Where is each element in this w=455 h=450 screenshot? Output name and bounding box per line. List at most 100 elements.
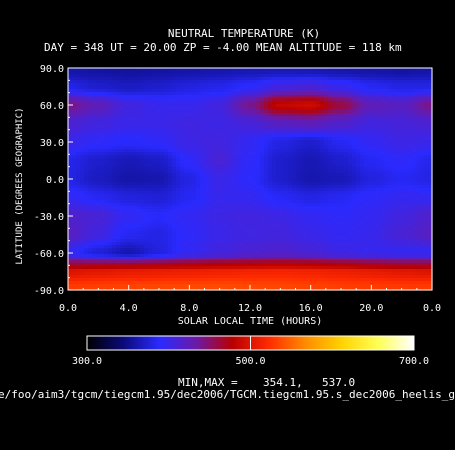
heatmap-cell <box>384 203 389 207</box>
heatmap-cell <box>324 89 329 93</box>
heatmap-cell <box>304 107 309 111</box>
heatmap-cell <box>116 107 121 111</box>
heatmap-cell <box>152 86 157 90</box>
heatmap-cell <box>296 86 301 90</box>
heatmap-cell <box>192 137 197 141</box>
heatmap-cell <box>272 74 277 78</box>
heatmap-cell <box>128 206 133 210</box>
heatmap-cell <box>196 110 201 114</box>
heatmap-cell <box>68 191 73 195</box>
heatmap-cell <box>320 86 325 90</box>
heatmap-cell <box>176 131 181 135</box>
heatmap-cell <box>208 107 213 111</box>
heatmap-cell <box>212 71 217 75</box>
heatmap-cell <box>268 209 273 213</box>
heatmap-cell <box>244 86 249 90</box>
heatmap-cell <box>328 218 333 222</box>
heatmap-cell <box>408 170 413 174</box>
heatmap-cell <box>384 158 389 162</box>
heatmap-cell <box>304 230 309 234</box>
heatmap-cell <box>256 191 261 195</box>
heatmap-cell <box>104 221 109 225</box>
heatmap-cell <box>200 230 205 234</box>
heatmap-cell <box>80 224 85 228</box>
heatmap-cell <box>92 206 97 210</box>
heatmap-cell <box>300 110 305 114</box>
heatmap-cell <box>164 83 169 87</box>
heatmap-cell <box>68 83 73 87</box>
heatmap-cell <box>200 83 205 87</box>
heatmap-cell <box>144 227 149 231</box>
heatmap-cell <box>400 77 405 81</box>
heatmap-cell <box>252 179 257 183</box>
heatmap-cell <box>240 92 245 96</box>
heatmap-cell <box>104 230 109 234</box>
heatmap-cell <box>204 197 209 201</box>
heatmap-cell <box>260 194 265 198</box>
heatmap-cell <box>296 182 301 186</box>
heatmap-cell <box>412 137 417 141</box>
heatmap-cell <box>412 104 417 108</box>
heatmap-cell <box>248 113 253 117</box>
heatmap-cell <box>376 137 381 141</box>
heatmap-cell <box>76 218 81 222</box>
heatmap-cell <box>176 167 181 171</box>
heatmap-cell <box>156 92 161 96</box>
heatmap-cell <box>396 104 401 108</box>
heatmap-cell <box>256 77 261 81</box>
heatmap-cell <box>280 173 285 177</box>
heatmap-cell <box>340 98 345 102</box>
heatmap-cell <box>304 185 309 189</box>
heatmap-cell <box>388 110 393 114</box>
heatmap-cell <box>416 137 421 141</box>
heatmap-cell <box>172 203 177 207</box>
heatmap-cell <box>132 119 137 123</box>
heatmap-cell <box>240 140 245 144</box>
heatmap-cell <box>248 86 253 90</box>
heatmap-cell <box>416 158 421 162</box>
heatmap-cell <box>276 152 281 156</box>
heatmap-cell <box>284 77 289 81</box>
heatmap-cell <box>268 227 273 231</box>
heatmap-cell <box>112 164 117 168</box>
heatmap-cell <box>176 209 181 213</box>
heatmap-cell <box>212 68 217 72</box>
heatmap-cell <box>252 200 257 204</box>
heatmap-cell <box>356 77 361 81</box>
heatmap-cell <box>384 230 389 234</box>
heatmap-cell <box>196 101 201 105</box>
heatmap-cell <box>412 167 417 171</box>
heatmap-cell <box>200 104 205 108</box>
heatmap-cell <box>168 68 173 72</box>
heatmap-cell <box>420 80 425 84</box>
heatmap-cell <box>208 152 213 156</box>
heatmap-cell <box>128 182 133 186</box>
heatmap-cell <box>76 71 81 75</box>
heatmap-cell <box>136 221 141 225</box>
heatmap-cell <box>428 92 433 96</box>
heatmap-cell <box>132 86 137 90</box>
heatmap-cell <box>68 116 73 120</box>
heatmap-cell <box>328 137 333 141</box>
heatmap-cell <box>152 170 157 174</box>
heatmap-cell <box>100 128 105 132</box>
heatmap-cell <box>348 212 353 216</box>
heatmap-cell <box>328 170 333 174</box>
heatmap-cell <box>388 86 393 90</box>
heatmap-cell <box>196 107 201 111</box>
heatmap-cell <box>276 131 281 135</box>
heatmap-cell <box>332 221 337 225</box>
heatmap-cell <box>200 122 205 126</box>
heatmap-cell <box>92 134 97 138</box>
heatmap-cell <box>296 119 301 123</box>
heatmap-cell <box>232 155 237 159</box>
heatmap-cell <box>204 128 209 132</box>
heatmap-cell <box>304 224 309 228</box>
heatmap-cell <box>392 143 397 147</box>
heatmap-cell <box>368 134 373 138</box>
heatmap-cell <box>84 224 89 228</box>
heatmap-cell <box>240 197 245 201</box>
heatmap-cell <box>172 209 177 213</box>
heatmap-cell <box>164 77 169 81</box>
heatmap-cell <box>368 116 373 120</box>
